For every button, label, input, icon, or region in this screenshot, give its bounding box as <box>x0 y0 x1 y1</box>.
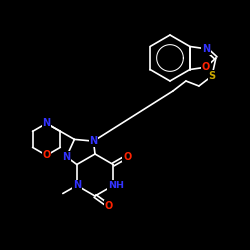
Text: O: O <box>42 150 50 160</box>
Text: N: N <box>73 180 81 190</box>
Text: O: O <box>105 201 113 211</box>
Text: O: O <box>202 62 210 72</box>
Text: N: N <box>62 152 70 162</box>
Text: N: N <box>202 44 210 54</box>
Text: O: O <box>123 152 131 162</box>
Text: S: S <box>208 71 216 81</box>
Text: N: N <box>42 118 50 128</box>
Text: NH: NH <box>108 181 124 190</box>
Text: N: N <box>90 136 98 146</box>
